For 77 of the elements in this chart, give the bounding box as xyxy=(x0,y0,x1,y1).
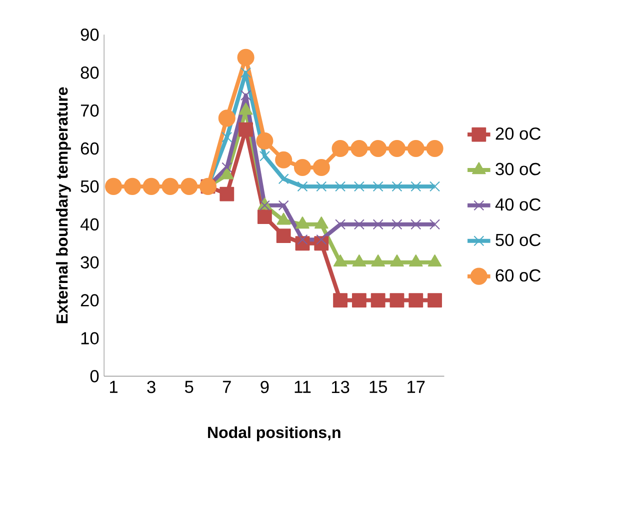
point xyxy=(162,178,179,195)
point xyxy=(335,181,346,192)
point xyxy=(372,219,384,230)
point xyxy=(275,151,292,168)
y-tick-label: 10 xyxy=(81,332,99,344)
x-tick-label: 9 xyxy=(260,380,269,394)
point xyxy=(180,178,198,195)
point xyxy=(104,178,122,195)
point xyxy=(256,132,274,150)
point xyxy=(372,181,384,192)
y-tick-label: 0 xyxy=(90,370,99,382)
point xyxy=(410,181,422,192)
point xyxy=(407,140,424,157)
y-tick-label: 60 xyxy=(80,142,99,155)
y-tick-label: 50 xyxy=(80,180,99,192)
y-tick-label: 80 xyxy=(80,66,99,79)
point xyxy=(392,181,402,192)
point xyxy=(278,200,289,211)
point xyxy=(220,186,234,202)
point xyxy=(408,292,424,308)
point xyxy=(312,158,330,176)
point xyxy=(259,150,270,162)
y-tick-label: 20 xyxy=(80,294,99,306)
legend-label: 40 oC xyxy=(495,198,541,211)
x-tick-label: 5 xyxy=(184,380,194,393)
point xyxy=(410,219,422,230)
point xyxy=(316,234,327,245)
point xyxy=(335,219,346,230)
point xyxy=(259,200,270,211)
point xyxy=(350,140,368,157)
point xyxy=(316,181,327,192)
point xyxy=(333,292,348,308)
point xyxy=(370,140,387,157)
point xyxy=(297,234,308,245)
point xyxy=(238,122,254,137)
x-tick-label: 3 xyxy=(147,380,156,394)
point xyxy=(370,292,386,308)
x-tick-label: 15 xyxy=(370,380,387,393)
point xyxy=(354,219,364,230)
x-axis-title: Nodal positions,n xyxy=(208,426,340,442)
point xyxy=(222,162,232,173)
point xyxy=(142,178,160,195)
point xyxy=(430,181,440,192)
point xyxy=(430,219,440,230)
x-tick-label: 17 xyxy=(408,380,425,393)
point xyxy=(276,228,291,243)
x-tick-label: 13 xyxy=(332,380,350,394)
point xyxy=(240,90,252,101)
legend-label: 20 oC xyxy=(496,127,541,140)
point xyxy=(390,292,404,308)
legend-label: 30 oC xyxy=(496,162,541,176)
point xyxy=(352,292,366,308)
point xyxy=(332,140,349,157)
x-tick-label: 1 xyxy=(110,380,118,393)
point xyxy=(426,140,444,157)
point xyxy=(388,140,406,157)
point xyxy=(297,181,308,192)
legend-label: 50 oC xyxy=(496,234,541,246)
point xyxy=(240,67,252,78)
point xyxy=(237,48,254,66)
y-tick-label: 90 xyxy=(80,28,99,41)
point xyxy=(124,178,141,195)
point xyxy=(294,158,312,176)
point xyxy=(222,132,232,142)
y-tick-label: 30 xyxy=(80,256,99,268)
y-tick-label: 40 xyxy=(80,218,99,230)
y-tick-label: 70 xyxy=(80,104,99,117)
x-tick-label: 11 xyxy=(294,380,311,393)
point xyxy=(392,219,402,230)
point xyxy=(278,173,289,184)
legend-label: 60 oC xyxy=(496,269,541,282)
point xyxy=(257,209,272,224)
y-axis-title: External boundary temperature xyxy=(56,87,71,323)
point xyxy=(354,181,364,192)
point xyxy=(428,292,442,308)
point xyxy=(218,109,236,127)
x-tick-label: 7 xyxy=(222,380,231,393)
